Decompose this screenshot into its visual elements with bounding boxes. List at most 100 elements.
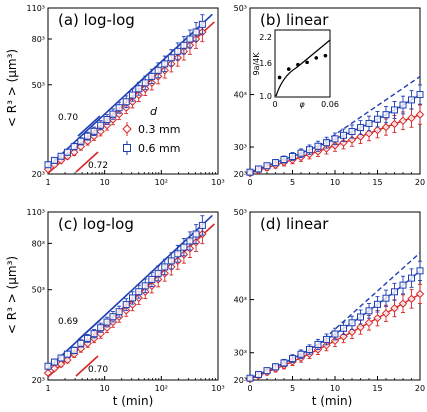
data-point-b bbox=[348, 128, 356, 136]
data-point-c bbox=[135, 288, 143, 296]
data-point-a bbox=[128, 97, 137, 106]
data-point-c bbox=[186, 237, 194, 245]
panel-c: 1 10 10² 10³ 20³ 50³ 80³ 110³ (c) log-log 0.69 0.7… bbox=[27, 208, 225, 393]
xtick-label-d: 20 bbox=[415, 384, 425, 393]
data-point-a bbox=[186, 35, 194, 43]
data-point-a bbox=[102, 121, 112, 130]
data-point-d bbox=[391, 288, 398, 296]
dashed-extrapolation-d bbox=[317, 252, 421, 345]
data-point-d bbox=[289, 355, 296, 363]
data-point-b bbox=[416, 91, 424, 99]
inset-points bbox=[277, 53, 328, 80]
xtick-label-b: 15 bbox=[372, 178, 382, 187]
inset-xtick-left: 0 bbox=[272, 100, 277, 109]
data-point-d bbox=[373, 313, 382, 323]
data-point-c bbox=[83, 339, 92, 348]
y-axis-label-top: < R³ > (μm³) bbox=[5, 49, 19, 127]
x-axis-label-right: t (min) bbox=[312, 394, 353, 408]
data-point-a bbox=[122, 98, 130, 106]
data-point-d bbox=[322, 341, 331, 350]
legend: d 0.3 mm 0.6 mm bbox=[122, 105, 180, 155]
ytick-label-c: 110³ bbox=[27, 208, 45, 217]
data-point-d bbox=[408, 274, 415, 282]
data-point-d bbox=[272, 363, 279, 371]
inset-curve bbox=[275, 39, 331, 97]
data-point-c bbox=[129, 294, 137, 302]
data-point-d bbox=[280, 359, 288, 367]
ytick-label-b: 30³ bbox=[234, 143, 247, 152]
y-axis-label-bottom: < R³ > (μm³) bbox=[5, 256, 19, 334]
data-point-c bbox=[50, 364, 59, 373]
xtick-label-a: 1 bbox=[45, 178, 50, 187]
xtick-label-b: 5 bbox=[290, 178, 295, 187]
data-point-b bbox=[408, 96, 415, 104]
inset-ytick-bottom: 1.0 bbox=[259, 92, 272, 101]
data-point-b bbox=[272, 159, 279, 167]
slope-guide-blue-a bbox=[77, 115, 101, 137]
data-point-b bbox=[381, 122, 391, 132]
data-point-d bbox=[323, 335, 330, 343]
data-point-c bbox=[89, 334, 99, 343]
ytick-label-c: 20³ bbox=[32, 376, 45, 385]
xtick-label-b: 20 bbox=[415, 178, 425, 187]
ytick-label-a: 50³ bbox=[32, 81, 45, 90]
inset-point bbox=[296, 62, 300, 67]
ytick-label-b: 50³ bbox=[234, 4, 247, 13]
data-point-d bbox=[330, 336, 340, 346]
data-point-d bbox=[339, 332, 348, 341]
data-point-d bbox=[348, 319, 356, 327]
data-point-a bbox=[103, 116, 111, 124]
data-point-d bbox=[407, 294, 416, 304]
data-point-b bbox=[280, 156, 288, 164]
data-point-a bbox=[161, 60, 169, 68]
data-point-d bbox=[357, 313, 364, 321]
data-point-b bbox=[314, 142, 322, 150]
inset-ytick-top: 2.2 bbox=[259, 33, 272, 42]
data-point-a bbox=[167, 54, 175, 62]
data-point-d bbox=[364, 318, 374, 328]
data-point-d bbox=[374, 300, 381, 308]
data-point-c bbox=[141, 282, 149, 290]
slope-label-red-c: 0.70 bbox=[88, 365, 108, 375]
ytick-label-d: 50³ bbox=[234, 208, 247, 217]
plot-frame-c bbox=[47, 211, 219, 381]
slope-guide-red-c bbox=[75, 355, 99, 377]
data-point-d bbox=[381, 309, 391, 318]
data-point-a bbox=[76, 142, 86, 151]
data-point-d bbox=[314, 340, 322, 348]
data-point-c bbox=[84, 334, 92, 342]
data-point-c bbox=[198, 221, 206, 229]
data-point-a bbox=[198, 20, 206, 28]
data-point-a bbox=[129, 91, 137, 99]
data-point-b bbox=[322, 144, 331, 153]
panel-title-d: (d) linear bbox=[260, 215, 329, 233]
data-point-c bbox=[90, 330, 98, 338]
data-point-c bbox=[122, 301, 130, 309]
inset-point bbox=[277, 75, 282, 80]
data-point-b bbox=[263, 162, 271, 170]
data-point-a bbox=[109, 110, 117, 118]
data-point-d bbox=[365, 307, 373, 315]
data-point-a bbox=[44, 161, 52, 169]
xtick-label-c: 10³ bbox=[211, 384, 224, 393]
data-point-c bbox=[44, 362, 52, 370]
ytick-label-a: 110³ bbox=[27, 4, 45, 13]
data-point-c bbox=[103, 318, 111, 326]
xtick-label-d: 5 bbox=[290, 384, 295, 393]
data-point-c bbox=[97, 324, 105, 332]
data-point-d bbox=[263, 367, 271, 375]
x-axis-label-left: t (min) bbox=[113, 394, 154, 408]
data-point-b bbox=[391, 106, 398, 114]
data-point-a bbox=[90, 127, 98, 135]
data-point-c bbox=[109, 313, 117, 321]
ytick-label-b: 40³ bbox=[234, 91, 247, 100]
data-point-b bbox=[398, 116, 408, 126]
data-point-b bbox=[390, 119, 399, 129]
data-point-b bbox=[373, 125, 382, 135]
slope-guide-red-a bbox=[75, 151, 99, 173]
data-point-d bbox=[347, 327, 357, 337]
xtick-label-d: 10 bbox=[330, 384, 340, 393]
xtick-label-d: 15 bbox=[372, 384, 382, 393]
data-point-a bbox=[97, 121, 105, 129]
xtick-label-b: 0 bbox=[247, 178, 252, 187]
